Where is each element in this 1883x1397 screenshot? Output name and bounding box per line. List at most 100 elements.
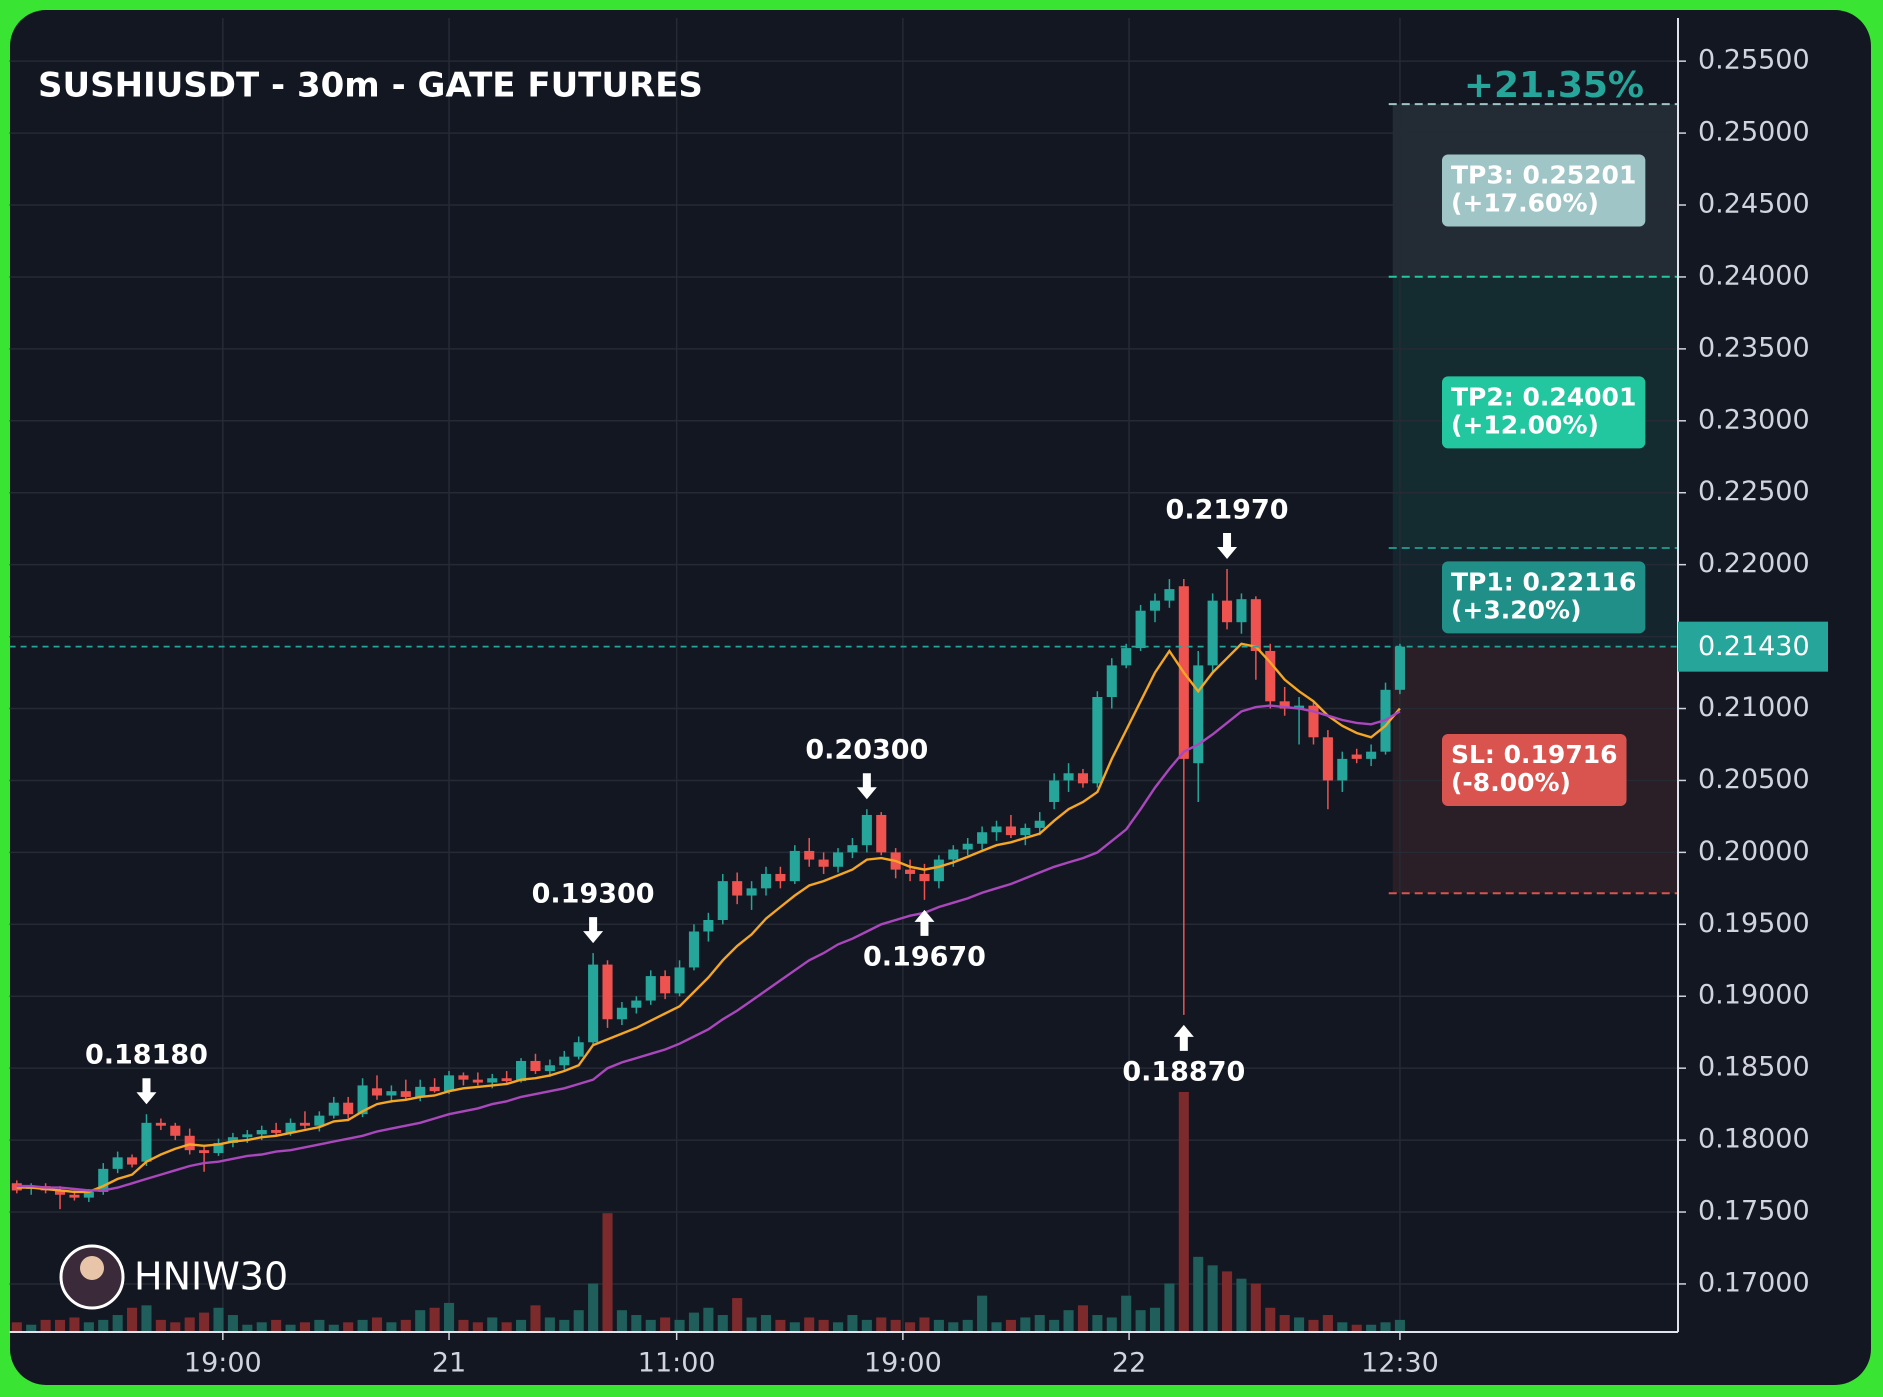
volume-bar	[631, 1315, 642, 1332]
candle-body	[516, 1060, 527, 1082]
volume-bar	[199, 1312, 210, 1332]
volume-bar	[1121, 1295, 1132, 1332]
volume-bar	[573, 1310, 584, 1332]
volume-bar	[1193, 1256, 1204, 1332]
y-tick-label: 0.19000	[1698, 980, 1810, 1011]
last-price-tag	[1678, 621, 1828, 672]
candle-body	[746, 888, 757, 896]
volume-bar	[645, 1319, 656, 1332]
annotation-label: 0.18870	[1122, 1056, 1245, 1087]
candle-body	[54, 1190, 66, 1195]
volume-bar	[1351, 1324, 1362, 1332]
volume-bar	[732, 1298, 743, 1332]
volume-bar	[876, 1317, 887, 1332]
x-tick-label: 12:30	[1361, 1348, 1439, 1379]
candle-body	[1077, 773, 1089, 784]
volume-bar	[299, 1322, 310, 1332]
volume-bar	[1221, 1271, 1233, 1332]
volume-bar	[242, 1324, 253, 1332]
volume-bar	[760, 1315, 772, 1332]
volume-bar	[256, 1322, 267, 1332]
candle-body	[962, 843, 973, 850]
candle-body	[818, 859, 829, 867]
moving-averages	[16, 642, 1401, 1194]
avatar-face	[80, 1256, 104, 1280]
candle-body	[170, 1125, 181, 1136]
volume-bar	[616, 1310, 627, 1332]
candle-body	[1337, 758, 1348, 781]
volume-bar	[1063, 1310, 1074, 1332]
candle-body	[775, 873, 786, 882]
target-gain: +21.35%	[1464, 65, 1644, 106]
candle-body	[631, 1000, 642, 1008]
volume-bar	[602, 1213, 613, 1332]
y-tick-label: 0.23000	[1698, 404, 1810, 435]
volume-bar	[1337, 1322, 1348, 1332]
volume-bar	[285, 1324, 296, 1332]
candle-body	[919, 873, 930, 882]
candle-body	[1135, 610, 1146, 649]
annotation-label: 0.20300	[805, 735, 928, 766]
volume-bar	[40, 1319, 51, 1332]
candle-body	[1351, 754, 1362, 759]
candle-body	[1106, 665, 1117, 698]
candle-body	[141, 1122, 152, 1162]
volume-bar	[991, 1322, 1002, 1332]
volume-bar	[271, 1319, 282, 1332]
candle-body	[573, 1042, 584, 1057]
candle-body	[1049, 780, 1060, 803]
candle-body	[1005, 826, 1016, 836]
y-tick-label: 0.24500	[1698, 189, 1810, 220]
volume-bar	[544, 1317, 555, 1332]
candle-body	[487, 1078, 498, 1083]
volume-bar	[789, 1322, 800, 1332]
candle-body	[760, 873, 772, 889]
volume-bar	[429, 1307, 440, 1332]
volume-bar	[458, 1319, 469, 1332]
candle-body	[861, 814, 872, 846]
volume-bar	[919, 1317, 930, 1332]
y-tick-label: 0.22500	[1698, 476, 1810, 507]
candle-body	[544, 1065, 555, 1072]
candle-body	[213, 1142, 224, 1154]
watermark: HNIW30	[59, 1244, 288, 1310]
volume-bar	[1034, 1315, 1045, 1332]
candle-body	[905, 869, 916, 874]
grid	[9, 18, 1678, 1332]
volume	[11, 1092, 1405, 1332]
volume-bar	[861, 1319, 872, 1332]
candle-body	[1308, 705, 1319, 738]
annotation-arrow	[583, 917, 604, 944]
candle-body	[314, 1115, 325, 1126]
candle-body	[616, 1007, 627, 1020]
candle-body	[933, 859, 944, 882]
level-label: TP3: 0.25201	[1451, 160, 1636, 189]
volume-bar	[933, 1319, 944, 1332]
axes: 0.17000 0.17500 0.18000 0.18500 0.19000 0.195…	[9, 18, 1828, 1379]
volume-bar	[1164, 1283, 1175, 1332]
volume-bar	[674, 1319, 685, 1332]
volume-bar	[1005, 1319, 1016, 1332]
annotation-label: 0.21970	[1166, 494, 1289, 525]
candle-body	[948, 849, 959, 860]
candle-body	[1250, 599, 1261, 651]
volume-bar	[1020, 1317, 1031, 1332]
candle-body	[1236, 599, 1247, 623]
y-tick-label: 0.22000	[1698, 548, 1810, 579]
candle-body	[1279, 701, 1290, 709]
candle-body	[876, 814, 887, 853]
candle-body	[501, 1078, 512, 1082]
volume-bar	[746, 1317, 757, 1332]
volume-bar	[69, 1317, 80, 1332]
volume-bar	[688, 1312, 700, 1332]
candle-body	[832, 852, 844, 867]
volume-bar	[487, 1317, 498, 1332]
candle-body	[977, 832, 988, 844]
candle-body	[804, 850, 815, 860]
level-change: (-8.00%)	[1451, 768, 1571, 797]
x-tick-label: 22	[1112, 1348, 1146, 1379]
chart-background	[10, 10, 1871, 1385]
annotation-arrow	[1217, 532, 1238, 559]
volume-bar	[660, 1317, 671, 1332]
